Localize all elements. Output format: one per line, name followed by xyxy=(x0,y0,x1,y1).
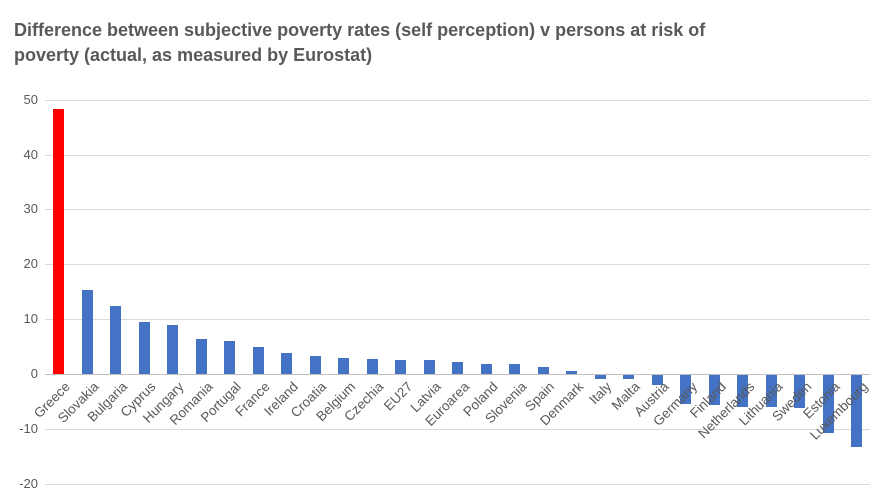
gridline-10 xyxy=(45,319,870,320)
bar-bulgaria xyxy=(110,306,121,374)
gridline--10 xyxy=(45,429,870,430)
bar-poland xyxy=(481,364,492,374)
y-axis-tick-label-50: 50 xyxy=(23,92,38,107)
bar-spain xyxy=(538,367,549,374)
gridline-30 xyxy=(45,209,870,210)
y-axis-tick-label--10: -10 xyxy=(19,421,38,436)
bar-lithuania xyxy=(766,375,777,407)
bar-france xyxy=(253,347,264,374)
bar-slovakia xyxy=(82,290,93,374)
bar-germany xyxy=(680,375,691,404)
bar-latvia xyxy=(424,360,435,374)
gridline--20 xyxy=(45,484,870,485)
y-axis-tick-label-40: 40 xyxy=(23,147,38,162)
bar-austria xyxy=(652,375,663,385)
bar-portugal xyxy=(224,341,235,374)
chart-title: Difference between subjective poverty ra… xyxy=(14,20,706,65)
bar-malta xyxy=(623,375,634,379)
gridline-20 xyxy=(45,264,870,265)
y-axis-tick-label--20: -20 xyxy=(19,476,38,491)
bar-eu27 xyxy=(395,360,406,374)
gridline-50 xyxy=(45,100,870,101)
gridline-0 xyxy=(45,374,870,375)
bar-czechia xyxy=(367,359,378,374)
bar-denmark xyxy=(566,371,577,374)
bar-luxembourg xyxy=(851,375,862,447)
x-axis-label-eu27: EU27 xyxy=(380,379,416,414)
bar-romania xyxy=(196,339,207,374)
y-axis-tick-label-20: 20 xyxy=(23,256,38,271)
bar-sweden xyxy=(794,375,805,408)
y-axis-tick-label-30: 30 xyxy=(23,201,38,216)
bar-euroarea xyxy=(452,362,463,374)
bar-cyprus xyxy=(139,322,150,374)
y-axis-tick-label-0: 0 xyxy=(30,366,38,381)
gridline-40 xyxy=(45,155,870,156)
bar-greece xyxy=(53,109,64,374)
bar-croatia xyxy=(310,356,321,374)
bar-belgium xyxy=(338,358,349,374)
bar-estonia xyxy=(823,375,834,433)
bar-italy xyxy=(595,375,606,379)
bar-slovenia xyxy=(509,364,520,374)
bar-hungary xyxy=(167,325,178,374)
bar-netherlands xyxy=(737,375,748,407)
y-axis-tick-label-10: 10 xyxy=(23,311,38,326)
bar-finland xyxy=(709,375,720,405)
bar-ireland xyxy=(281,353,292,374)
